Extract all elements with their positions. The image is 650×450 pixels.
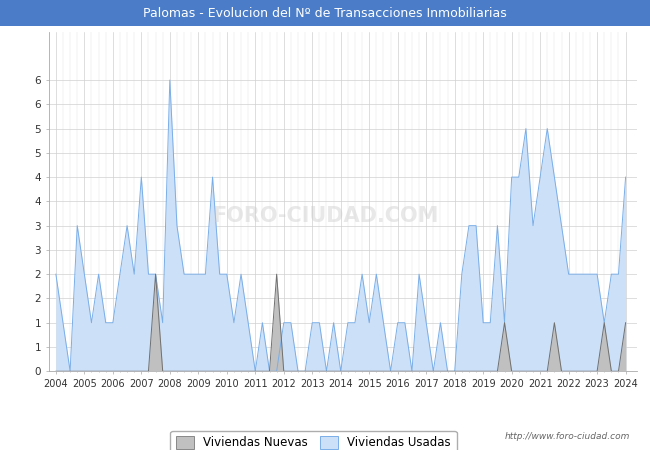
Text: http://www.foro-ciudad.com: http://www.foro-ciudad.com (505, 432, 630, 441)
Text: FORO-CIUDAD.COM: FORO-CIUDAD.COM (212, 206, 438, 226)
Legend: Viviendas Nuevas, Viviendas Usadas: Viviendas Nuevas, Viviendas Usadas (170, 431, 456, 450)
Text: Palomas - Evolucion del Nº de Transacciones Inmobiliarias: Palomas - Evolucion del Nº de Transaccio… (143, 7, 507, 19)
